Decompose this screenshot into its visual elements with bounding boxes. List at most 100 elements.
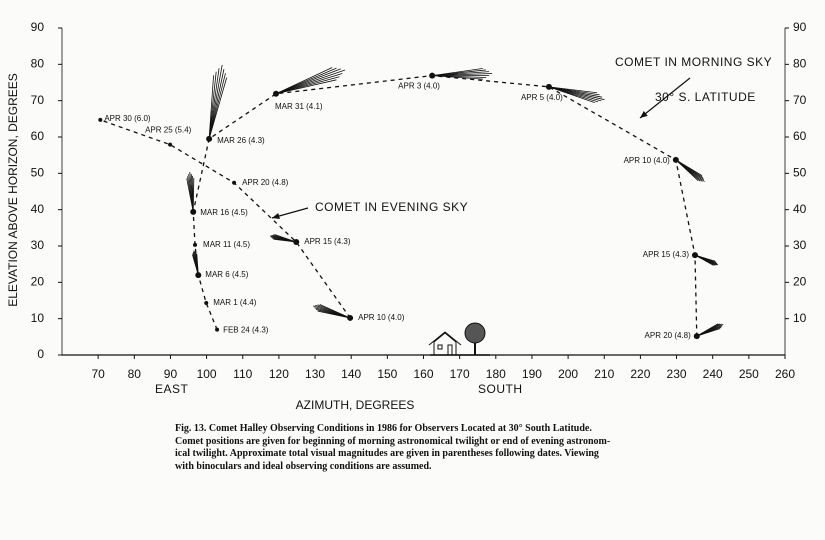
comet-position bbox=[98, 117, 103, 122]
annotation: EAST bbox=[155, 382, 189, 396]
tail-ray bbox=[696, 328, 721, 337]
x-tick-label: 250 bbox=[739, 367, 759, 381]
y-axis-label: ELEVATION ABOVE HORIZON, DEGREES bbox=[6, 73, 20, 307]
point-label: APR 15 (4.3) bbox=[643, 250, 690, 259]
tail-ray bbox=[208, 68, 220, 139]
chart: ELEVATION ABOVE HORIZON, DEGREES AZIMUTH… bbox=[6, 20, 807, 412]
comet-position bbox=[204, 301, 209, 306]
caption-line: Fig. 13. Comet Halley Observing Conditio… bbox=[175, 423, 592, 434]
x-tick-label: 150 bbox=[377, 367, 397, 381]
x-tick-label: 240 bbox=[703, 367, 723, 381]
x-tick-label: 110 bbox=[233, 367, 252, 381]
tail-ray bbox=[275, 73, 343, 95]
house bbox=[428, 331, 462, 356]
x-tick-label: 100 bbox=[197, 367, 217, 381]
y2-tick-label: 60 bbox=[793, 129, 807, 143]
y-tick-label: 10 bbox=[31, 311, 45, 325]
x-axis-label: AZIMUTH, DEGREES bbox=[296, 398, 415, 412]
y-tick-label: 90 bbox=[31, 20, 45, 34]
tail-ray bbox=[319, 304, 351, 319]
tail-ray bbox=[694, 254, 714, 266]
point-label: APR 20 (4.8) bbox=[242, 178, 289, 187]
comet-tail bbox=[694, 254, 719, 266]
comet-position bbox=[190, 208, 197, 215]
x-tick-label: 180 bbox=[486, 367, 506, 381]
tail-ray bbox=[275, 79, 337, 95]
y-tick-label: 40 bbox=[31, 202, 45, 216]
point-label: APR 3 (4.0) bbox=[398, 82, 440, 91]
comet-position bbox=[273, 90, 280, 97]
comet-position bbox=[691, 252, 698, 259]
tail-ray bbox=[274, 234, 297, 243]
comet-tail bbox=[312, 304, 351, 319]
comet-position bbox=[347, 314, 354, 321]
caption-line: ical twilight. Approximate total visual … bbox=[175, 448, 599, 459]
point-label: MAR 31 (4.1) bbox=[275, 102, 323, 111]
point-label: APR 25 (5.4) bbox=[145, 126, 192, 135]
trajectory-line bbox=[192, 74, 698, 337]
point-label: MAR 26 (4.3) bbox=[217, 136, 265, 145]
tree bbox=[464, 322, 486, 355]
y2-tick-label: 40 bbox=[793, 202, 807, 216]
series-label: COMET IN EVENING SKY bbox=[315, 200, 468, 214]
y-tick-label: 20 bbox=[31, 275, 45, 289]
point-label: MAR 16 (4.5) bbox=[200, 208, 248, 217]
y2-tick-label: 30 bbox=[793, 238, 807, 252]
y-tick-label: 30 bbox=[31, 238, 45, 252]
caption-line: with binoculars and ideal observing cond… bbox=[175, 460, 432, 472]
comet-position bbox=[429, 72, 436, 79]
comet-position bbox=[168, 142, 173, 147]
tail-ray bbox=[675, 159, 699, 182]
point-label: MAR 1 (4.4) bbox=[213, 298, 256, 307]
x-tick-label: 200 bbox=[558, 367, 578, 381]
x-tick-label: 230 bbox=[667, 367, 687, 381]
tail-ray bbox=[548, 86, 595, 104]
y2-tick-label: 20 bbox=[793, 275, 807, 289]
y2-tick-label: 80 bbox=[793, 57, 807, 71]
point-label: MAR 6 (4.5) bbox=[205, 270, 248, 279]
tail-ray bbox=[192, 177, 195, 212]
y2-tick-label: 50 bbox=[793, 166, 807, 180]
tail-ray bbox=[208, 77, 228, 139]
tail-ray bbox=[196, 253, 199, 276]
comet-position bbox=[232, 180, 237, 185]
arrow-head bbox=[640, 110, 648, 118]
annotation: SOUTH bbox=[478, 382, 523, 396]
point-label: MAR 11 (4.5) bbox=[203, 240, 250, 249]
arrow-head bbox=[272, 213, 280, 220]
comet-tail bbox=[269, 234, 297, 243]
point-label: FEB 24 (4.3) bbox=[223, 326, 269, 335]
tail-ray bbox=[275, 68, 341, 95]
x-tick-label: 70 bbox=[91, 367, 105, 381]
trajectory-line bbox=[100, 119, 351, 319]
x-tick-label: 130 bbox=[305, 367, 325, 381]
comet-tail bbox=[192, 250, 199, 276]
y-tick-label: 70 bbox=[31, 93, 45, 107]
pointer-arrow bbox=[639, 77, 691, 119]
point-label: APR 5 (4.0) bbox=[521, 93, 563, 102]
x-tick-label: 210 bbox=[594, 367, 614, 381]
caption: Fig. 13. Comet Halley Observing Conditio… bbox=[175, 423, 815, 473]
comet-position bbox=[206, 135, 213, 142]
y2-tick-label: 10 bbox=[793, 311, 807, 325]
comet-tail bbox=[275, 67, 346, 95]
comet-position bbox=[193, 242, 198, 247]
x-tick-label: 80 bbox=[128, 367, 142, 381]
point-label: APR 20 (4.8) bbox=[645, 331, 692, 340]
caption-line: Comet positions are given for beginning … bbox=[175, 435, 611, 447]
comet-position bbox=[672, 156, 679, 163]
tail-ray bbox=[275, 69, 346, 95]
annotation: 30° S. LATITUDE bbox=[655, 90, 756, 104]
point-label: APR 30 (6.0) bbox=[104, 114, 151, 123]
y-tick-label: 0 bbox=[37, 347, 44, 361]
tail-ray bbox=[208, 64, 223, 139]
comet-tail bbox=[186, 171, 195, 212]
comet-tail bbox=[548, 86, 605, 104]
comet-tail bbox=[696, 323, 724, 337]
comet-tail bbox=[208, 64, 228, 139]
tail-ray bbox=[208, 69, 225, 139]
point-label: APR 10 (4.0) bbox=[624, 156, 671, 165]
tail-ray bbox=[432, 75, 484, 80]
comet-position bbox=[293, 239, 300, 246]
